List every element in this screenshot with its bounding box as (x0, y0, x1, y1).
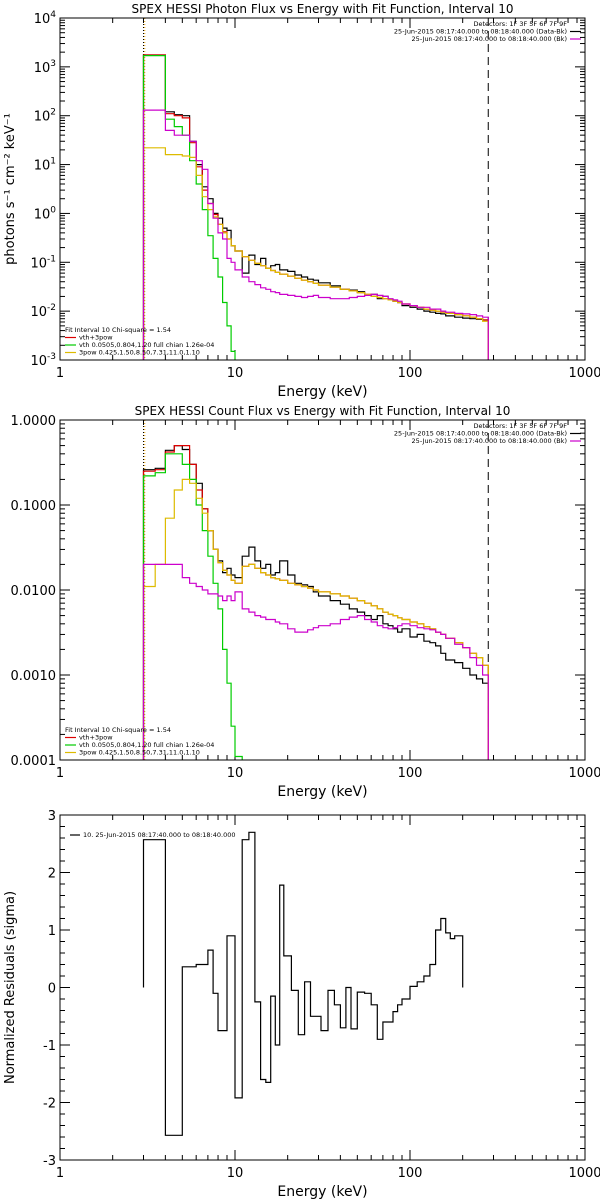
y-tick-label: 100 (34, 205, 57, 222)
x-axis-label: Energy (keV) (277, 384, 367, 400)
x-tick-label: 100 (398, 1166, 423, 1181)
y-tick-label: 103 (34, 59, 56, 76)
x-tick-label: 10 (227, 1166, 244, 1181)
y-tick-label: 0.1000 (11, 499, 57, 514)
x-tick-label: 10 (227, 766, 244, 781)
legend-label: Detectors: 1F 3F 5F 6F 7F 9F (473, 422, 567, 430)
chart-panel-3: 1 10 100 1000 -3 -2 -1 0 1 2 3 Energy (keV) Normaliz… (3, 809, 600, 1200)
y-tick-label: 0.0001 (11, 754, 57, 769)
y-tick-label: 102 (34, 108, 56, 125)
y-tick-label: 0.0100 (11, 584, 57, 599)
y-tick-label: 10-3 (30, 352, 56, 369)
chart-title: SPEX HESSI Photon Flux vs Energy with Fi… (132, 2, 514, 16)
y-tick-label: -2 (43, 1097, 56, 1112)
legend-label: 25-Jun-2015 08:17:40.000 to 08:18:40.000… (394, 430, 567, 438)
data-series-line (142, 478, 489, 760)
x-axis-label: Energy (keV) (277, 1184, 367, 1200)
legend-label: 25-Jun-2015 08:17:40.000 to 08:18:40.000… (394, 28, 567, 36)
data-series-line (142, 563, 489, 760)
y-tick-label: 3 (48, 809, 56, 824)
y-axis-label: Normalized Residuals (sigma) (3, 891, 18, 1084)
legend-label: vth 0.0505,0.804,1.20 full chian 1.26e-0… (79, 741, 214, 749)
x-tick-label: 100 (398, 766, 423, 781)
series-group (142, 54, 489, 360)
y-tick-label: 0 (48, 982, 56, 997)
y-tick-label: -1 (43, 1039, 56, 1054)
x-tick-label: 1 (56, 766, 64, 781)
plot-frame (59, 17, 586, 361)
legend-label: vth+3pow (79, 734, 113, 742)
legend-label: 10. 25-Jun-2015 08:17:40.000 to 08:18:40… (83, 831, 235, 839)
x-tick-label: 1000 (568, 1166, 600, 1181)
x-tick-label: 1 (56, 366, 64, 381)
y-tick-label: 10-2 (30, 303, 56, 320)
x-tick-label: 1000 (568, 366, 600, 381)
legend-label: vth 0.0505,0.804,1.20 full chian 1.26e-0… (79, 341, 214, 349)
x-tick-label: 1000 (568, 766, 600, 781)
chart-title: SPEX HESSI Count Flux vs Energy with Fit… (135, 404, 511, 418)
data-series-line (142, 54, 489, 360)
x-tick-label: 10 (227, 366, 244, 381)
legend-label: Detectors: 1F 3F 5F 6F 7F 9F (473, 20, 567, 28)
y-tick-label: 2 (48, 867, 56, 882)
plot-frame (59, 419, 586, 761)
legend-label: Fit Interval 10 Chi-square = 1.54 (65, 726, 171, 734)
chart-panel-1: SPEX HESSI Photon Flux vs Energy with Fi… (3, 2, 600, 400)
legend-label: 25-Jun-2015 08:17:40.000 to 08:18:40.000… (412, 437, 567, 445)
y-tick-label: 1.0000 (11, 414, 57, 429)
x-axis-label: Energy (keV) (277, 784, 367, 800)
y-axis-label: photons s⁻¹ cm⁻² keV⁻¹ (3, 113, 18, 265)
legend-label: 3pow 0.425,1.50,8.50,7.31,11.0,1.10 (79, 349, 200, 357)
legend-label: vth+3pow (79, 334, 113, 342)
data-series-line (142, 147, 489, 360)
series-group (142, 445, 489, 760)
legend-label: 3pow 0.425,1.50,8.50,7.31,11.0,1.10 (79, 749, 200, 757)
y-tick-label: 104 (34, 10, 57, 27)
series-group (142, 831, 464, 1136)
data-series-line (142, 55, 236, 360)
y-tick-label: -3 (43, 1154, 56, 1169)
y-tick-label: 10-1 (30, 254, 56, 271)
legend-label: 25-Jun-2015 08:17:40.000 to 08:18:40.000… (412, 35, 567, 43)
chart-panel-2: SPEX HESSI Count Flux vs Energy with Fit… (11, 404, 600, 800)
plot-frame (59, 814, 586, 1161)
data-series-line (142, 109, 489, 360)
x-tick-label: 1 (56, 1166, 64, 1181)
y-tick-label: 1 (48, 924, 56, 939)
data-series-line (142, 54, 489, 360)
x-tick-label: 100 (398, 366, 423, 381)
y-tick-label: 0.0010 (11, 669, 57, 684)
data-series-line (142, 831, 464, 1136)
legend-label: Fit Interval 10 Chi-square = 1.54 (65, 326, 171, 334)
y-tick-label: 101 (34, 157, 56, 174)
